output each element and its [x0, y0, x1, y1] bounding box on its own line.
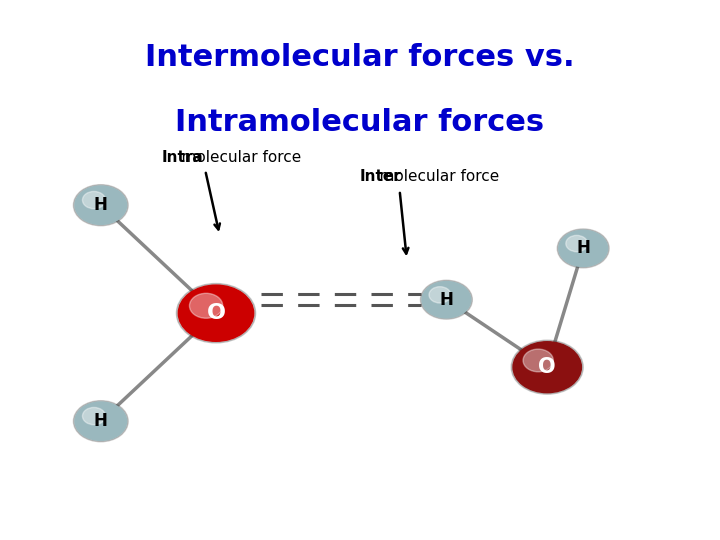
Text: molecular force: molecular force	[360, 168, 499, 184]
Circle shape	[73, 185, 128, 226]
Circle shape	[74, 401, 127, 441]
Circle shape	[421, 281, 472, 319]
Circle shape	[558, 230, 608, 267]
Text: H: H	[576, 239, 590, 258]
Text: O: O	[539, 357, 556, 377]
Text: H: H	[439, 291, 454, 309]
Text: Intra: Intra	[162, 150, 204, 165]
Circle shape	[74, 185, 127, 225]
Circle shape	[178, 285, 254, 342]
Text: H: H	[94, 412, 108, 430]
Circle shape	[566, 235, 588, 252]
Circle shape	[83, 408, 105, 424]
Circle shape	[513, 341, 582, 393]
Circle shape	[420, 280, 472, 319]
Text: molecular force: molecular force	[162, 150, 301, 165]
Text: Intramolecular forces: Intramolecular forces	[176, 108, 544, 137]
Circle shape	[176, 284, 256, 343]
Text: Inter: Inter	[360, 168, 402, 184]
Circle shape	[429, 287, 451, 303]
Circle shape	[557, 229, 609, 268]
Text: Intermolecular forces vs.: Intermolecular forces vs.	[145, 43, 575, 72]
Circle shape	[73, 401, 128, 442]
Circle shape	[189, 293, 222, 318]
Circle shape	[83, 192, 105, 208]
Text: O: O	[207, 303, 225, 323]
Circle shape	[511, 340, 583, 394]
Circle shape	[523, 349, 554, 372]
Text: H: H	[94, 196, 108, 214]
